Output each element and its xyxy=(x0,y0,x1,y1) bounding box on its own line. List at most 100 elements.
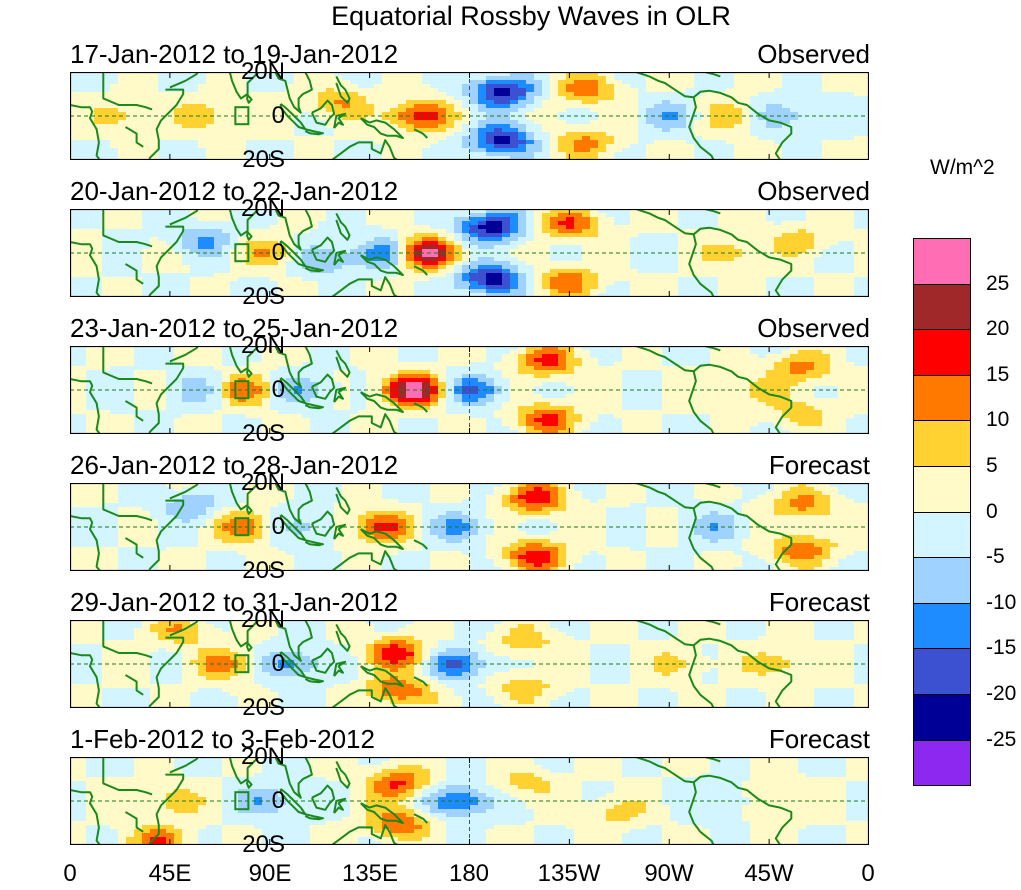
anomaly-cell xyxy=(174,281,183,286)
anomaly-cell xyxy=(590,108,599,113)
anomaly-cell xyxy=(182,76,191,81)
anomaly-cell xyxy=(182,249,191,254)
anomaly-cell xyxy=(518,88,527,93)
anomaly-cell xyxy=(526,241,535,246)
anomaly-cell xyxy=(358,229,367,234)
anomaly-cell xyxy=(686,92,695,97)
anomaly-cell xyxy=(262,104,271,109)
anomaly-cell xyxy=(102,346,111,351)
anomaly-cell xyxy=(294,128,303,133)
anomaly-cell xyxy=(598,76,607,81)
anomaly-cell xyxy=(462,84,471,89)
anomaly-cell xyxy=(614,281,623,286)
anomaly-cell xyxy=(78,289,87,294)
anomaly-cell xyxy=(646,80,655,85)
coastline xyxy=(102,72,153,111)
anomaly-cell xyxy=(142,112,151,117)
anomaly-cell xyxy=(462,269,471,274)
anomaly-cell xyxy=(318,257,327,262)
anomaly-cell xyxy=(606,245,615,250)
anomaly-cell xyxy=(214,84,223,89)
anomaly-cell xyxy=(622,285,631,290)
anomaly-cell xyxy=(638,350,647,355)
anomaly-cell xyxy=(198,92,207,97)
anomaly-cell xyxy=(214,76,223,81)
anomaly-cell xyxy=(158,80,167,85)
anomaly-cell xyxy=(438,225,447,230)
anomaly-cell xyxy=(134,233,143,238)
anomaly-cell xyxy=(854,217,863,222)
anomaly-cell xyxy=(262,96,271,101)
coastline xyxy=(335,212,351,241)
anomaly-cell xyxy=(214,209,223,214)
anomaly-cell xyxy=(694,289,703,294)
anomaly-cell xyxy=(806,229,815,234)
anomaly-cell xyxy=(798,249,807,254)
anomaly-cell xyxy=(638,221,647,226)
anomaly-cell xyxy=(734,277,743,282)
anomaly-cell xyxy=(430,100,439,105)
anomaly-cell xyxy=(494,84,503,89)
anomaly-cell xyxy=(158,96,167,101)
anomaly-cell xyxy=(230,72,239,77)
anomaly-cell xyxy=(366,104,375,109)
anomaly-cell xyxy=(758,362,767,367)
anomaly-cell xyxy=(686,136,695,141)
anomaly-cell xyxy=(446,277,455,282)
anomaly-cell xyxy=(246,269,255,274)
anomaly-cell xyxy=(78,253,87,258)
anomaly-cell xyxy=(382,144,391,149)
anomaly-cell xyxy=(646,104,655,109)
anomaly-cell xyxy=(622,261,631,266)
anomaly-cell xyxy=(398,76,407,81)
anomaly-cell xyxy=(174,112,183,117)
anomaly-cell xyxy=(766,358,775,363)
anomaly-cell xyxy=(638,217,647,222)
anomaly-cell xyxy=(478,358,487,363)
anomaly-cell xyxy=(334,209,343,214)
anomaly-cell xyxy=(630,245,639,250)
anomaly-cell xyxy=(646,362,655,367)
coastline xyxy=(359,117,404,139)
anomaly-cell xyxy=(318,140,327,145)
anomaly-cell xyxy=(510,289,519,294)
anomaly-cell xyxy=(446,152,455,157)
map-panel: 23-Jan-2012 to 25-Jan-2012 Observed xyxy=(70,313,870,434)
anomaly-cell xyxy=(470,108,479,113)
anomaly-cell xyxy=(486,116,495,121)
anomaly-cell xyxy=(822,92,831,97)
anomaly-cell xyxy=(622,156,631,160)
anomaly-cell xyxy=(262,281,271,286)
anomaly-cell xyxy=(430,112,439,117)
anomaly-cell xyxy=(150,241,159,246)
anomaly-cell xyxy=(606,108,615,113)
anomaly-cell xyxy=(782,124,791,129)
anomaly-cell xyxy=(254,128,263,133)
anomaly-cell xyxy=(830,88,839,93)
anomaly-cell xyxy=(518,124,527,129)
anomaly-cell xyxy=(430,76,439,81)
anomaly-cell xyxy=(718,289,727,294)
anomaly-cell xyxy=(174,229,183,234)
anomaly-cell xyxy=(718,221,727,226)
anomaly-cell xyxy=(374,346,383,351)
anomaly-cell xyxy=(406,140,415,145)
anomaly-cell xyxy=(678,156,687,160)
anomaly-cell xyxy=(806,221,815,226)
anomaly-cell xyxy=(782,140,791,145)
anomaly-cell xyxy=(822,233,831,238)
anomaly-cell xyxy=(110,104,119,109)
anomaly-cell xyxy=(422,100,431,105)
anomaly-cell xyxy=(566,237,575,242)
anomaly-cell xyxy=(174,354,183,359)
anomaly-cell xyxy=(742,346,751,351)
anomaly-cell xyxy=(758,249,767,254)
anomaly-cell xyxy=(150,285,159,290)
anomaly-cell xyxy=(518,261,527,266)
anomaly-cell xyxy=(254,253,263,258)
anomaly-cell xyxy=(374,273,383,278)
anomaly-cell xyxy=(102,72,111,77)
anomaly-cell xyxy=(86,229,95,234)
anomaly-cell xyxy=(518,213,527,218)
anomaly-cell xyxy=(214,249,223,254)
